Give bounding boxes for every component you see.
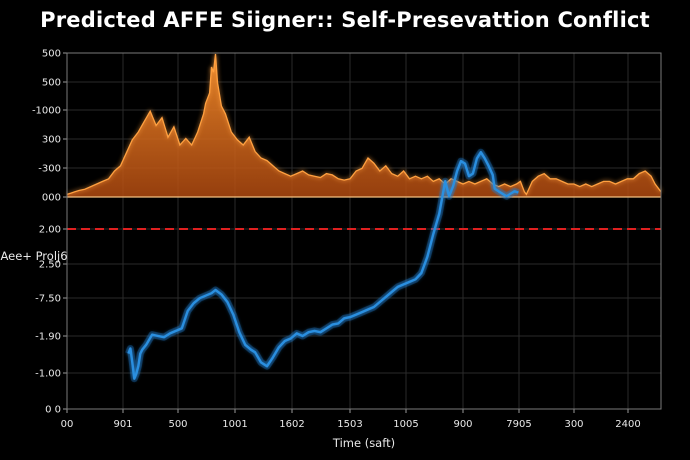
x-tick-label: 1001	[222, 419, 247, 430]
grid-lines	[66, 52, 661, 410]
x-tick-label: 900	[453, 419, 472, 430]
y-tick-label: -1000	[32, 106, 61, 117]
x-tick-label: 500	[168, 419, 187, 430]
y-tick-label: 2.00	[39, 225, 61, 236]
y-tick-label: 000	[42, 193, 61, 204]
y-tick-label: 300	[42, 135, 61, 146]
orange-area-fill	[67, 54, 661, 197]
y-tick-label: 500	[42, 78, 61, 89]
x-tick-label: 1602	[279, 419, 304, 430]
y-axis-label: Aee+ Prolj6	[0, 249, 67, 263]
x-tick-label: 2400	[615, 419, 640, 430]
y-tick-label: -300	[38, 164, 61, 175]
x-tick-label: 1503	[337, 419, 362, 430]
y-tick-label: 2.50	[39, 260, 61, 271]
x-axis-label: Time (saft)	[332, 436, 395, 450]
plot-frame	[66, 52, 662, 410]
y-tick-label: -1.90	[35, 332, 61, 343]
x-tick-label: 00	[61, 419, 74, 430]
blue-line	[127, 151, 519, 380]
y-tick-label: 0 0	[45, 405, 61, 416]
orange-area-line	[66, 53, 662, 196]
y-tick-label: -1.00	[35, 369, 61, 380]
series-layer	[66, 53, 662, 383]
x-tick-label: 300	[564, 419, 583, 430]
tick-labels: 500 500 -1000 300 -300 000 2.00 2.50 -7.50 -1.90 -…	[32, 49, 641, 431]
y-tick-label: -7.50	[35, 294, 61, 305]
x-tick-label: 1005	[393, 419, 418, 430]
x-tick-label: 7905	[506, 419, 531, 430]
x-tick-label: 901	[113, 419, 132, 430]
chart-title: Predicted AFFE Siigner:: Self-Presevatti…	[40, 8, 650, 32]
y-tick-label: 500	[42, 49, 61, 60]
